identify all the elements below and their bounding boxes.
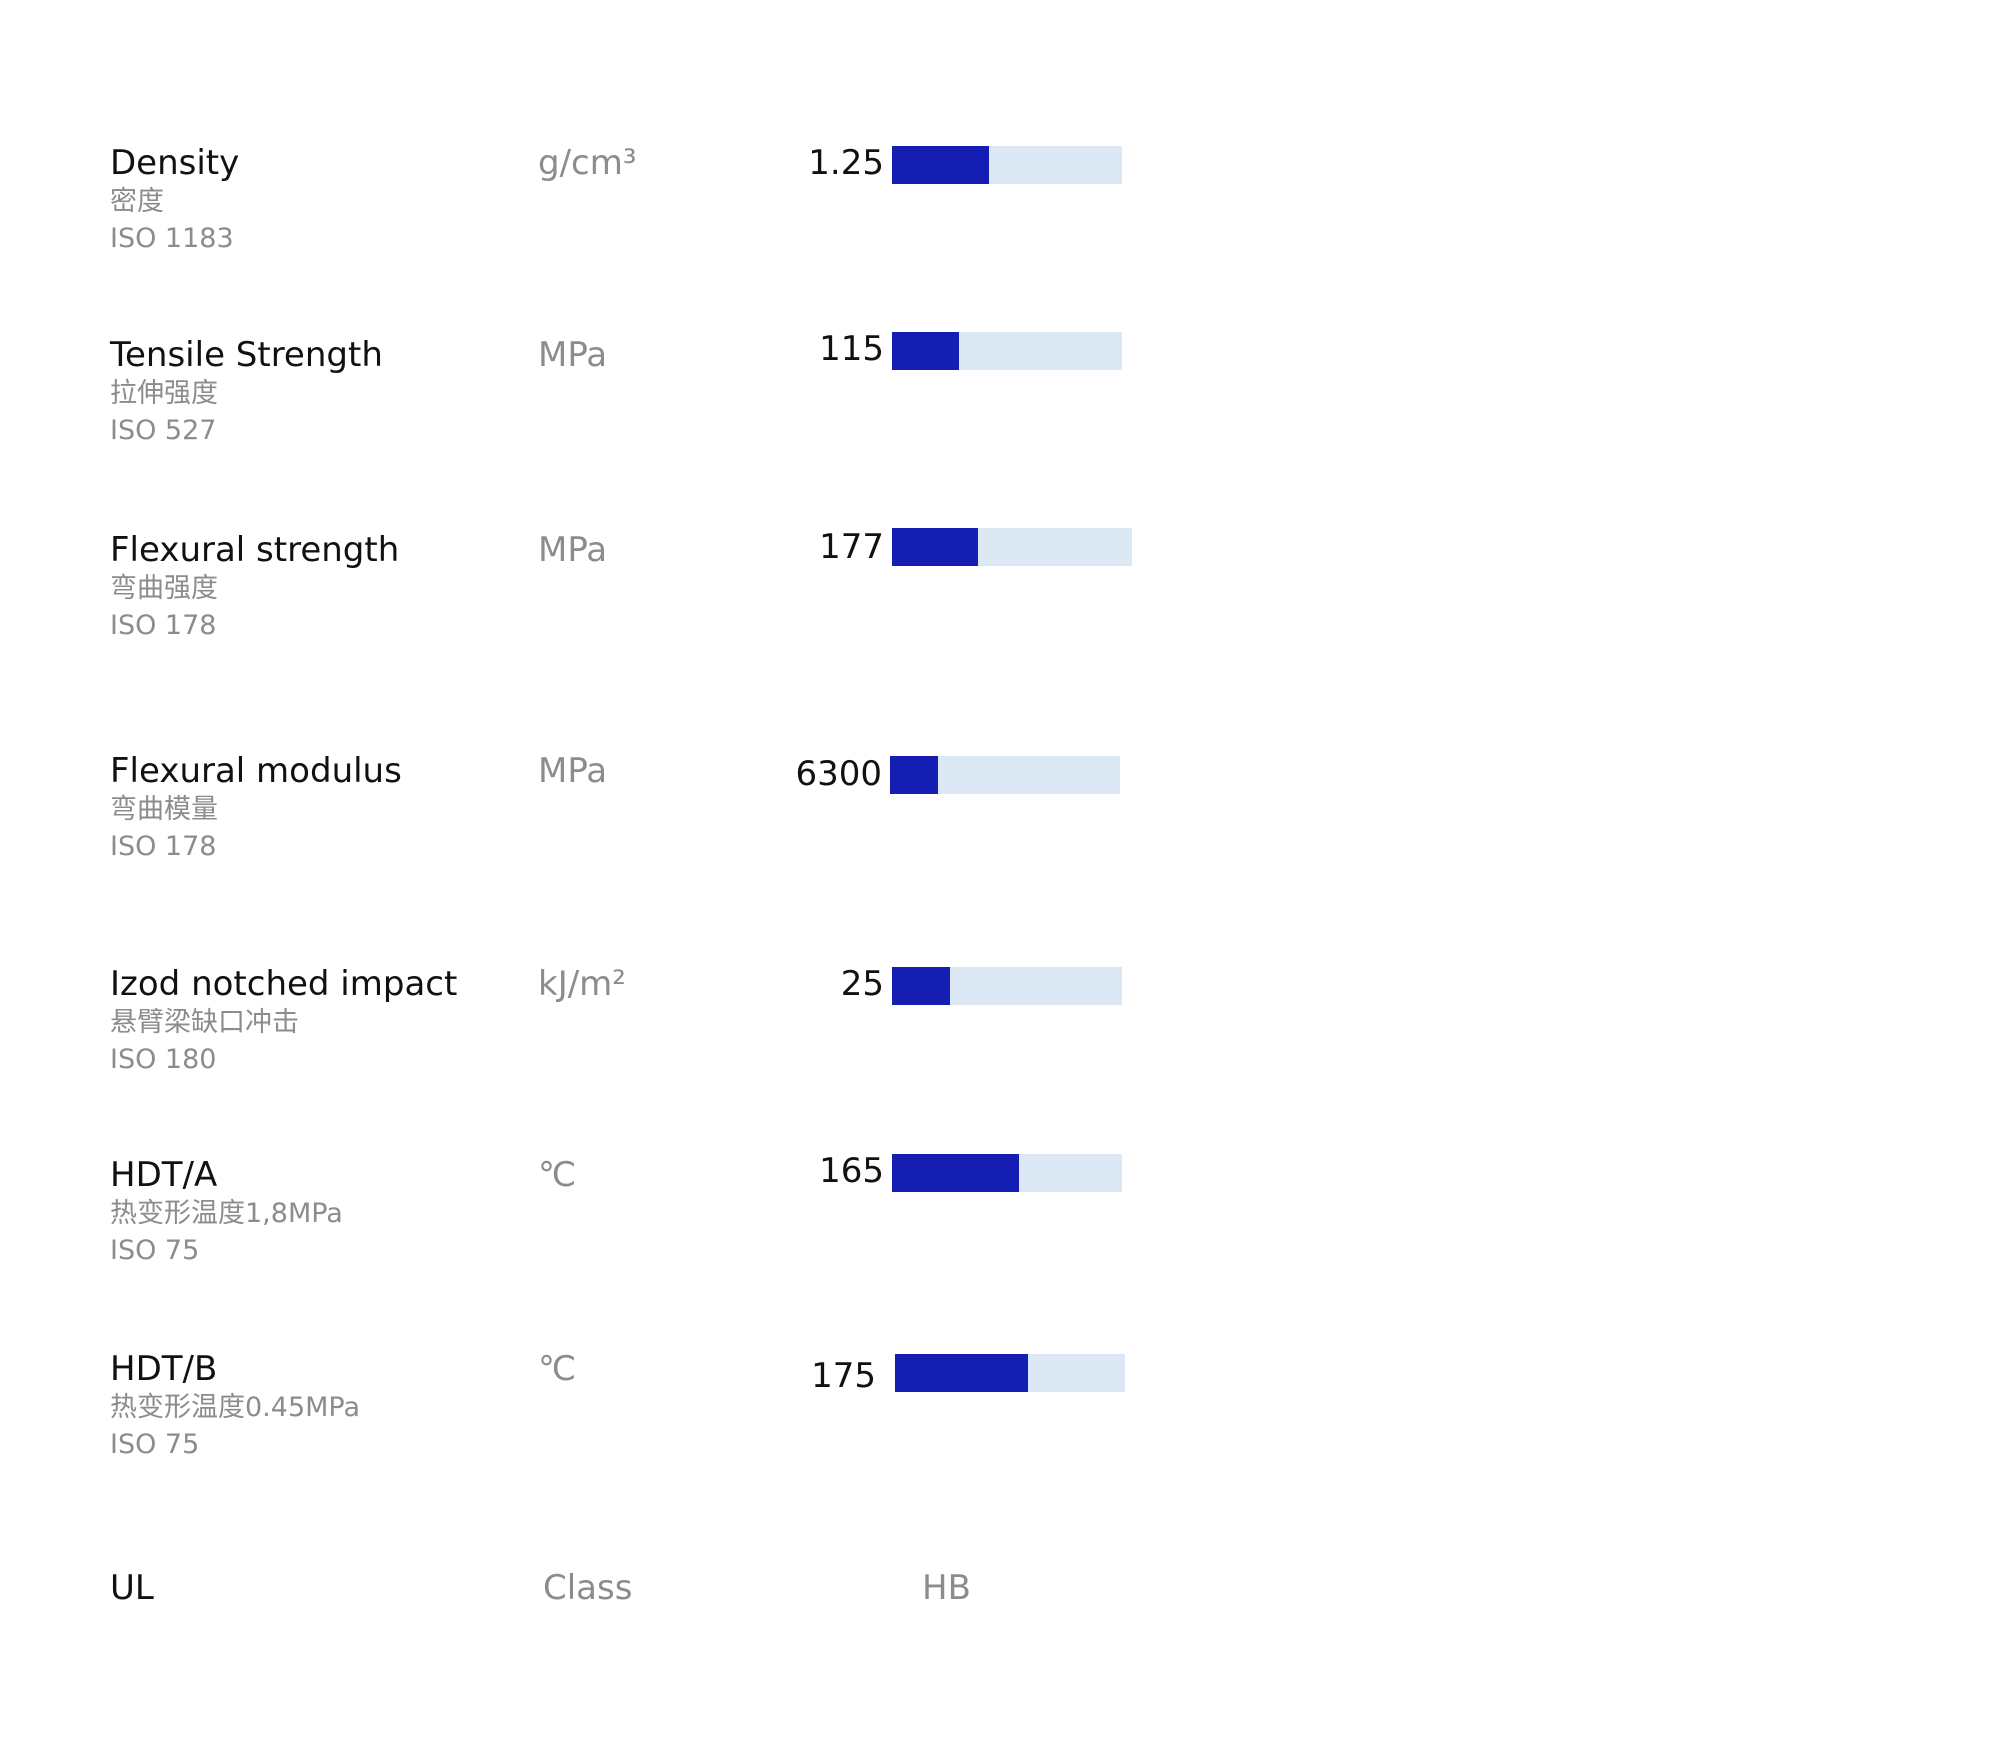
property-row-hdt-b: HDT/B 热变形温度0.45MPa ISO 75 ℃ 175 [0, 1349, 1200, 1489]
property-row-density: Density 密度 ISO 1183 g/cm³ 1.25 [0, 143, 1200, 283]
property-name: Izod notched impact [110, 964, 458, 1004]
property-value: 25 [840, 964, 884, 1004]
property-unit: ℃ [538, 1349, 577, 1389]
test-standard: ISO 75 [110, 1429, 200, 1460]
test-standard: ISO 1183 [110, 223, 234, 254]
ul-unit: Class [543, 1568, 633, 1608]
property-unit: MPa [538, 530, 608, 570]
property-name: HDT/A [110, 1155, 218, 1195]
property-name-chinese: 弯曲强度 [110, 573, 218, 604]
property-name: Flexural modulus [110, 751, 402, 791]
property-name-chinese: 弯曲模量 [110, 794, 218, 825]
property-name: Density [110, 143, 240, 183]
value-bar-fill [892, 146, 989, 184]
property-value: 165 [819, 1151, 884, 1191]
property-value: 175 [811, 1356, 876, 1396]
property-name-chinese: 热变形温度1,8MPa [110, 1198, 343, 1229]
property-name-chinese: 拉伸强度 [110, 378, 218, 409]
property-unit: ℃ [538, 1155, 577, 1195]
property-unit: kJ/m² [538, 964, 626, 1004]
property-unit: MPa [538, 751, 608, 791]
ul-rating: HB [922, 1568, 971, 1608]
value-bar-track [892, 1154, 1122, 1192]
property-name: Flexural strength [110, 530, 400, 570]
property-name-chinese: 悬臂梁缺口冲击 [110, 1007, 299, 1038]
property-row-flexural-strength: Flexural strength 弯曲强度 ISO 178 MPa 177 [0, 527, 1200, 670]
property-row-hdt-a: HDT/A 热变形温度1,8MPa ISO 75 ℃ 165 [0, 1151, 1200, 1295]
property-row-izod-notched-impact: Izod notched impact 悬臂梁缺口冲击 ISO 180 kJ/m… [0, 964, 1200, 1104]
ul-label: UL [110, 1568, 154, 1608]
property-value: 115 [819, 329, 884, 369]
test-standard: ISO 180 [110, 1044, 217, 1075]
property-row-ul: UL Class HB [0, 1568, 1200, 1708]
property-unit: g/cm³ [538, 143, 637, 183]
test-standard: ISO 527 [110, 415, 217, 446]
test-standard: ISO 178 [110, 610, 217, 641]
property-value: 177 [819, 527, 884, 567]
property-row-tensile-strength: Tensile Strength 拉伸强度 ISO 527 MPa 115 [0, 329, 1200, 475]
property-name: Tensile Strength [110, 335, 383, 375]
value-bar-fill [892, 967, 950, 1005]
property-value: 6300 [795, 754, 882, 794]
value-bar-fill [892, 332, 959, 370]
value-bar-fill [890, 756, 939, 794]
value-bar-fill [895, 1354, 1029, 1392]
value-bar-track [892, 146, 1122, 184]
property-name-chinese: 热变形温度0.45MPa [110, 1392, 361, 1423]
value-bar-fill [892, 528, 979, 566]
value-bar-fill [892, 1154, 1019, 1192]
property-row-flexural-modulus: Flexural modulus 弯曲模量 ISO 178 MPa 6300 [0, 751, 1200, 891]
value-bar-track [895, 1354, 1125, 1392]
property-value: 1.25 [808, 143, 884, 183]
value-bar-track [892, 967, 1122, 1005]
test-standard: ISO 75 [110, 1235, 200, 1266]
property-unit: MPa [538, 335, 608, 375]
value-bar-track [892, 332, 1122, 370]
test-standard: ISO 178 [110, 831, 217, 862]
property-name: HDT/B [110, 1349, 218, 1389]
value-bar-track [892, 528, 1132, 566]
property-name-chinese: 密度 [110, 186, 164, 217]
value-bar-track [890, 756, 1120, 794]
